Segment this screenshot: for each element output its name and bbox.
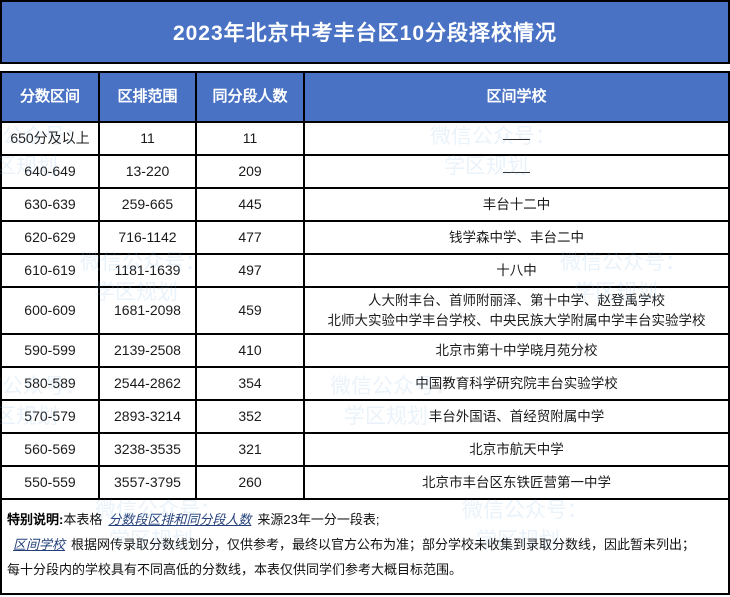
district-rank-cell: 716-1142 <box>100 222 197 255</box>
schools-cell: 人大附丰台、首师附丽泽、第十中学、赵登禹学校 北师大实验中学丰台学校、中央民族大… <box>305 288 728 336</box>
segment-count-cell: 354 <box>197 368 305 402</box>
score-range-cell: 630-639 <box>2 189 100 222</box>
title-banner: 2023年北京中考丰台区10分段择校情况 <box>0 0 730 64</box>
note-term-schools: 区间学校 <box>13 537 66 553</box>
schools-cell: 中国教育科学研究院丰台实验学校 <box>305 368 728 402</box>
col-header-segment-count: 同分段人数 <box>197 73 305 123</box>
score-range-cell: 610-619 <box>2 255 100 288</box>
notes-section: 特别说明:本表格 分数段区排和同分段人数 来源23年一分一段表; 区间学校 根据网传录… <box>2 500 728 582</box>
score-range-cell: 560-569 <box>2 434 100 468</box>
segment-count-cell: 445 <box>197 189 305 222</box>
schools-cell: 丰台十二中 <box>305 189 728 222</box>
segment-count-cell: 209 <box>197 156 305 189</box>
col-header-schools: 区间学校 <box>305 73 728 123</box>
note-text: 来源23年一分一段表; <box>257 512 380 528</box>
district-rank-cell: 13-220 <box>100 156 197 189</box>
district-rank-cell: 2893-3214 <box>100 401 197 435</box>
district-rank-cell: 2544-2862 <box>100 368 197 402</box>
schools-cell: 北京市丰台区东铁匠营第一中学 <box>305 467 728 501</box>
district-rank-cell: 2139-2508 <box>100 335 197 369</box>
table-frame: 分数区间 区排范围 同分段人数 区间学校 650分及以上 11 11 —— 640-64… <box>0 71 730 595</box>
col-header-score-range: 分数区间 <box>2 73 100 123</box>
district-rank-cell: 1681-2098 <box>100 288 197 336</box>
segment-count-cell: 497 <box>197 255 305 288</box>
district-rank-cell: 1181-1639 <box>100 255 197 288</box>
note-term-rank-source: 分数段区排和同分段人数 <box>108 512 252 528</box>
district-rank-cell: 3557-3795 <box>100 467 197 501</box>
score-range-cell: 580-589 <box>2 368 100 402</box>
score-range-cell: 590-599 <box>2 335 100 369</box>
score-range-cell: 650分及以上 <box>2 123 100 156</box>
segment-count-cell: 260 <box>197 467 305 501</box>
score-range-cell: 600-609 <box>2 288 100 336</box>
schools-cell: 北京市航天中学 <box>305 434 728 468</box>
page-title: 2023年北京中考丰台区10分段择校情况 <box>172 22 558 45</box>
schools-cell: —— <box>305 156 728 189</box>
district-rank-cell: 3238-3535 <box>100 434 197 468</box>
note-line-3: 每十分段内的学校具有不同高低的分数线，本表仅供同学们参考大概目标范围。 <box>7 557 720 582</box>
note-label: 特别说明: <box>7 512 64 528</box>
note-text: 根据网传录取分数线划分，仅供参考，最终以官方公布为准；部分学校未收集到录取分数线… <box>71 537 696 553</box>
note-text: 本表格 <box>63 512 103 528</box>
schools-cell: 北京市第十中学晓月苑分校 <box>305 335 728 369</box>
segment-count-cell: 11 <box>197 123 305 156</box>
district-rank-cell: 11 <box>100 123 197 156</box>
schools-cell: 丰台外国语、首经贸附属中学 <box>305 401 728 435</box>
score-table: 分数区间 区排范围 同分段人数 区间学校 650分及以上 11 11 —— 640-64… <box>2 73 728 501</box>
district-rank-cell: 259-665 <box>100 189 197 222</box>
segment-count-cell: 352 <box>197 401 305 435</box>
segment-count-cell: 410 <box>197 335 305 369</box>
schools-cell: —— <box>305 123 728 156</box>
score-range-cell: 570-579 <box>2 401 100 435</box>
schools-cell: 钱学森中学、丰台二中 <box>305 222 728 255</box>
segment-count-cell: 321 <box>197 434 305 468</box>
segment-count-cell: 459 <box>197 288 305 336</box>
segment-count-cell: 477 <box>197 222 305 255</box>
score-range-cell: 620-629 <box>2 222 100 255</box>
note-line-1: 特别说明:本表格 分数段区排和同分段人数 来源23年一分一段表; <box>7 507 720 532</box>
score-range-cell: 640-649 <box>2 156 100 189</box>
note-text: 每十分段内的学校具有不同高低的分数线，本表仅供同学们参考大概目标范围。 <box>7 562 463 578</box>
col-header-district-rank: 区排范围 <box>100 73 197 123</box>
schools-cell: 十八中 <box>305 255 728 288</box>
score-range-cell: 550-559 <box>2 467 100 501</box>
note-line-2: 区间学校 根据网传录取分数线划分，仅供参考，最终以官方公布为准；部分学校未收集到录… <box>7 532 720 557</box>
